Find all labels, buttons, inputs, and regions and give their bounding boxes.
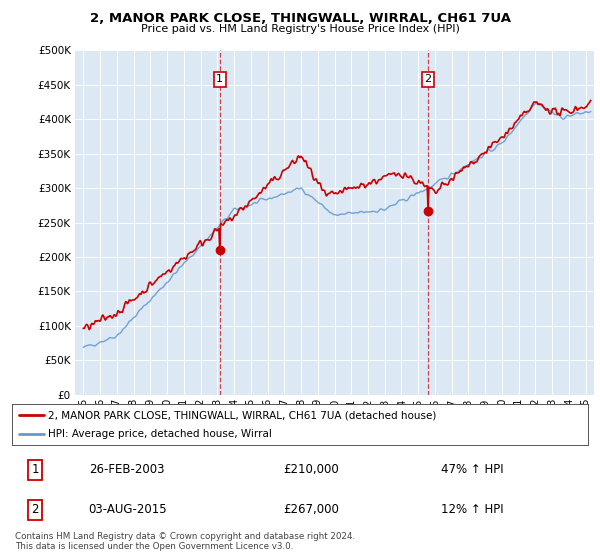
Text: 2, MANOR PARK CLOSE, THINGWALL, WIRRAL, CH61 7UA (detached house): 2, MANOR PARK CLOSE, THINGWALL, WIRRAL, …: [48, 410, 437, 421]
Text: 26-FEB-2003: 26-FEB-2003: [89, 463, 165, 477]
Text: Contains HM Land Registry data © Crown copyright and database right 2024.
This d: Contains HM Land Registry data © Crown c…: [15, 532, 355, 552]
Text: £210,000: £210,000: [284, 463, 340, 477]
Text: 12% ↑ HPI: 12% ↑ HPI: [442, 503, 504, 516]
Text: 47% ↑ HPI: 47% ↑ HPI: [442, 463, 504, 477]
Text: HPI: Average price, detached house, Wirral: HPI: Average price, detached house, Wirr…: [48, 429, 272, 439]
Text: 1: 1: [217, 74, 223, 85]
Text: £267,000: £267,000: [284, 503, 340, 516]
Text: 2: 2: [424, 74, 431, 85]
Text: 2, MANOR PARK CLOSE, THINGWALL, WIRRAL, CH61 7UA: 2, MANOR PARK CLOSE, THINGWALL, WIRRAL, …: [89, 12, 511, 25]
Text: 2: 2: [31, 503, 39, 516]
Text: Price paid vs. HM Land Registry's House Price Index (HPI): Price paid vs. HM Land Registry's House …: [140, 24, 460, 34]
Text: 03-AUG-2015: 03-AUG-2015: [88, 503, 167, 516]
Text: 1: 1: [31, 463, 39, 477]
